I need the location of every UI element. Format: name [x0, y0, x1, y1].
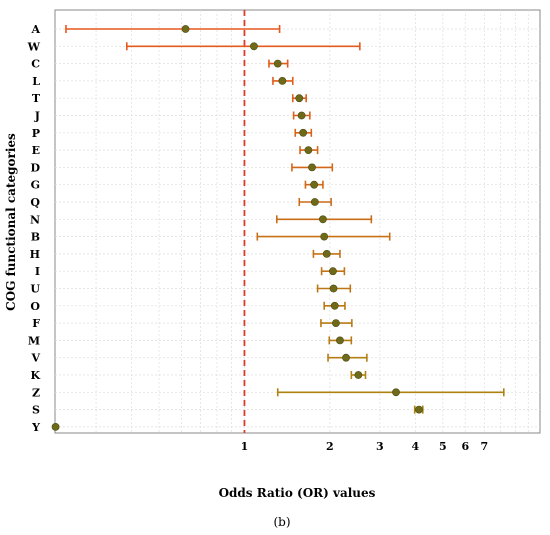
- category-label-S: S: [32, 404, 40, 417]
- point-P: [299, 128, 308, 137]
- point-A: [181, 25, 190, 33]
- point-H: [322, 249, 331, 258]
- category-label-D: D: [30, 161, 40, 174]
- point-Z: [392, 388, 400, 397]
- x-tick-label-5: 5: [439, 440, 447, 453]
- category-label-N: N: [30, 213, 40, 226]
- category-label-L: L: [32, 75, 40, 88]
- point-I: [329, 267, 337, 276]
- category-label-T: T: [32, 92, 41, 105]
- y-axis-title: COG functional categories: [4, 133, 18, 311]
- plot-panel: [54, 9, 541, 434]
- category-label-W: W: [27, 40, 41, 53]
- category-label-Y: Y: [31, 421, 40, 434]
- point-Q: [310, 198, 319, 206]
- point-B: [320, 232, 329, 241]
- category-label-A: A: [30, 23, 40, 36]
- point-L: [278, 77, 287, 85]
- category-label-O: O: [30, 300, 40, 313]
- figure-caption: (b): [273, 515, 290, 529]
- point-O: [330, 301, 339, 310]
- point-F: [331, 319, 340, 327]
- point-K: [354, 371, 363, 379]
- point-T: [295, 94, 304, 103]
- category-label-E: E: [32, 144, 40, 157]
- point-G: [310, 180, 319, 189]
- category-label-G: G: [31, 179, 40, 192]
- point-W: [250, 42, 258, 51]
- point-D: [308, 163, 316, 172]
- point-Y: [51, 422, 60, 431]
- odds-ratio-points: [51, 25, 423, 431]
- grid-lines: [55, 10, 540, 433]
- category-label-I: I: [35, 265, 40, 278]
- category-label-J: J: [34, 110, 40, 123]
- category-label-C: C: [31, 58, 40, 71]
- point-M: [336, 336, 344, 345]
- point-N: [319, 215, 327, 224]
- point-C: [273, 59, 282, 68]
- point-E: [304, 146, 313, 154]
- category-label-P: P: [32, 127, 40, 140]
- point-U: [329, 284, 338, 293]
- category-label-V: V: [30, 352, 40, 365]
- x-tick-label-2: 2: [326, 440, 334, 453]
- category-label-Z: Z: [32, 386, 40, 399]
- category-label-Q: Q: [30, 196, 40, 209]
- x-tick-label-6: 6: [461, 440, 469, 453]
- category-label-H: H: [30, 248, 40, 261]
- x-tick-label-4: 4: [411, 440, 419, 453]
- x-axis-title: Odds Ratio (OR) values: [219, 486, 376, 500]
- x-tick-label-3: 3: [376, 440, 384, 453]
- point-J: [297, 111, 306, 120]
- category-label-K: K: [30, 369, 40, 382]
- category-label-M: M: [28, 334, 40, 347]
- category-label-B: B: [31, 231, 40, 244]
- x-tick-label-7: 7: [480, 440, 488, 453]
- confidence-intervals: [65, 25, 505, 414]
- category-label-F: F: [32, 317, 40, 330]
- point-V: [342, 353, 350, 362]
- x-tick-label-1: 1: [241, 440, 249, 453]
- category-label-U: U: [30, 283, 40, 296]
- point-S: [415, 405, 423, 414]
